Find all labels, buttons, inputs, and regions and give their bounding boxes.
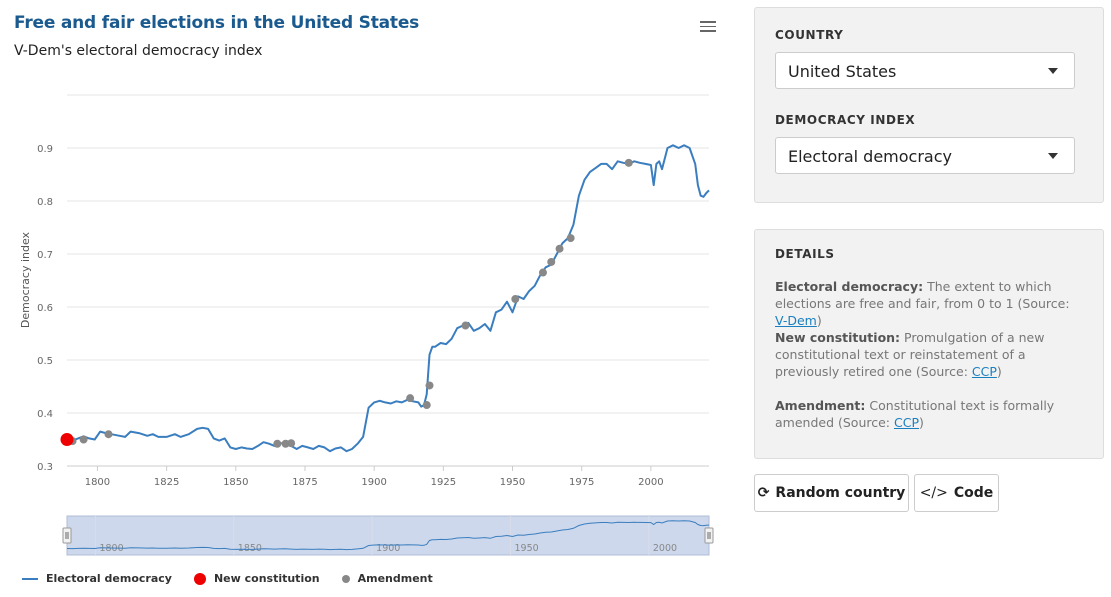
x-tick-label: 1975	[569, 477, 594, 488]
amendment-point	[566, 234, 575, 243]
detail-term: Amendment:	[775, 398, 866, 413]
legend-item-amendment[interactable]: Amendment	[341, 572, 433, 585]
vdem-link[interactable]: V-Dem	[775, 313, 817, 328]
amendment-point	[273, 439, 282, 448]
country-select[interactable]: United States	[775, 52, 1075, 89]
index-select-value: Electoral democracy	[788, 147, 952, 166]
legend: Electoral democracy New constitution Ame…	[22, 572, 433, 585]
y-tick-label: 0.6	[37, 303, 53, 314]
y-tick-label: 0.3	[37, 462, 53, 473]
amendment-point	[104, 430, 113, 439]
index-label: DEMOCRACY INDEX	[775, 113, 916, 127]
legend-label: Electoral democracy	[46, 572, 172, 585]
legend-label: Amendment	[357, 572, 433, 585]
y-tick-label: 0.5	[37, 356, 53, 367]
grid-lines	[67, 94, 709, 471]
ccp-link[interactable]: CCP	[971, 364, 997, 379]
navigator-tick-label: 1850	[238, 543, 262, 554]
amendment-point	[511, 295, 520, 304]
legend-item-new-constitution[interactable]: New constitution	[193, 572, 320, 585]
code-icon: </>	[919, 485, 948, 501]
legend-gray-dot-icon	[341, 574, 350, 583]
y-tick-label: 0.7	[37, 250, 53, 261]
y-tick-label: 0.4	[37, 409, 53, 420]
navigator-right-handle[interactable]	[704, 527, 714, 544]
x-tick-label: 1800	[85, 477, 110, 488]
country-label: COUNTRY	[775, 28, 844, 42]
navigator-series-line	[66, 520, 710, 551]
detail-new-constitution: New constitution: Promulgation of a new …	[775, 329, 1080, 380]
random-country-button[interactable]: ⟳ Random country	[754, 474, 909, 512]
navigator[interactable]: 1800 1850 1900 1950 2000	[62, 515, 714, 556]
series-line-electoral-democracy	[66, 144, 710, 453]
x-tick-label: 2000	[638, 477, 663, 488]
index-select[interactable]: Electoral democracy	[775, 137, 1075, 174]
new-constitution-point	[60, 433, 74, 446]
y-tick-label: 0.9	[37, 144, 53, 155]
detail-term: Electoral democracy:	[775, 279, 924, 294]
chart-menu-button[interactable]	[698, 18, 718, 34]
details-panel: DETAILS Electoral democracy: The extent …	[754, 229, 1104, 459]
legend-line-icon	[22, 577, 38, 580]
detail-electoral-democracy: Electoral democracy: The extent to which…	[775, 278, 1080, 329]
amendment-point	[461, 321, 470, 330]
ccp-link[interactable]: CCP	[893, 415, 919, 430]
detail-amendment: Amendment: Constitutional text is formal…	[775, 397, 1080, 431]
chart-area: 0.3 0.4 0.5 0.6 0.7 0.8 0.9 1800 1825 1850 1875 19…	[19, 94, 714, 556]
caret-down-icon	[1048, 68, 1058, 74]
detail-end: )	[816, 313, 822, 328]
navigator-tick-label: 1950	[515, 543, 539, 554]
y-axis-label: Democracy index	[19, 231, 32, 328]
refresh-icon: ⟳	[757, 485, 770, 501]
x-tick-label: 1925	[431, 477, 456, 488]
detail-end: )	[996, 364, 1002, 379]
amendment-point	[555, 244, 564, 253]
details-heading: DETAILS	[775, 247, 835, 261]
amendment-point	[425, 381, 434, 390]
detail-term: New constitution:	[775, 330, 901, 345]
x-tick-label: 1900	[361, 477, 386, 488]
amendment-point	[406, 394, 415, 403]
amendment-point	[624, 158, 633, 167]
legend-red-dot-icon	[193, 572, 206, 585]
x-tick-labels: 1800 1825 1850 1875 1900 1925 1950 1975 2000	[85, 477, 664, 488]
navigator-left-handle[interactable]	[62, 527, 72, 544]
x-tick-label: 1950	[500, 477, 525, 488]
amendment-point	[538, 268, 547, 277]
x-tick-label: 1850	[223, 477, 248, 488]
amendment-point	[79, 435, 88, 444]
series-layer	[60, 144, 710, 453]
code-label: Code	[953, 485, 994, 501]
x-tick-label: 1825	[154, 477, 179, 488]
detail-text: The extent to which elections are free a…	[775, 279, 1070, 311]
caret-down-icon	[1048, 153, 1058, 159]
amendment-point	[422, 401, 431, 410]
navigator-tick-label: 2000	[653, 543, 677, 554]
controls-panel: COUNTRY United States DEMOCRACY INDEX El…	[754, 7, 1104, 203]
x-tick-label: 1875	[292, 477, 317, 488]
legend-label: New constitution	[213, 572, 320, 585]
random-country-label: Random country	[775, 485, 906, 501]
amendment-point	[287, 439, 296, 448]
y-tick-labels: 0.3 0.4 0.5 0.6 0.7 0.8 0.9	[37, 144, 53, 473]
amendment-point	[547, 257, 556, 266]
country-select-value: United States	[788, 62, 897, 81]
detail-end: )	[918, 415, 924, 430]
navigator-tick-label: 1900	[376, 543, 400, 554]
detail-text: Promulgation of a new constitutional tex…	[775, 330, 1045, 379]
chart-subtitle: V-Dem's electoral democracy index	[14, 43, 263, 59]
y-tick-label: 0.8	[37, 197, 53, 208]
legend-item-electoral-democracy[interactable]: Electoral democracy	[22, 572, 172, 585]
detail-text: Constitutional text is formally amended …	[775, 398, 1055, 430]
code-button[interactable]: </> Code	[914, 474, 999, 512]
chart-title: Free and fair elections in the United St…	[14, 13, 420, 33]
